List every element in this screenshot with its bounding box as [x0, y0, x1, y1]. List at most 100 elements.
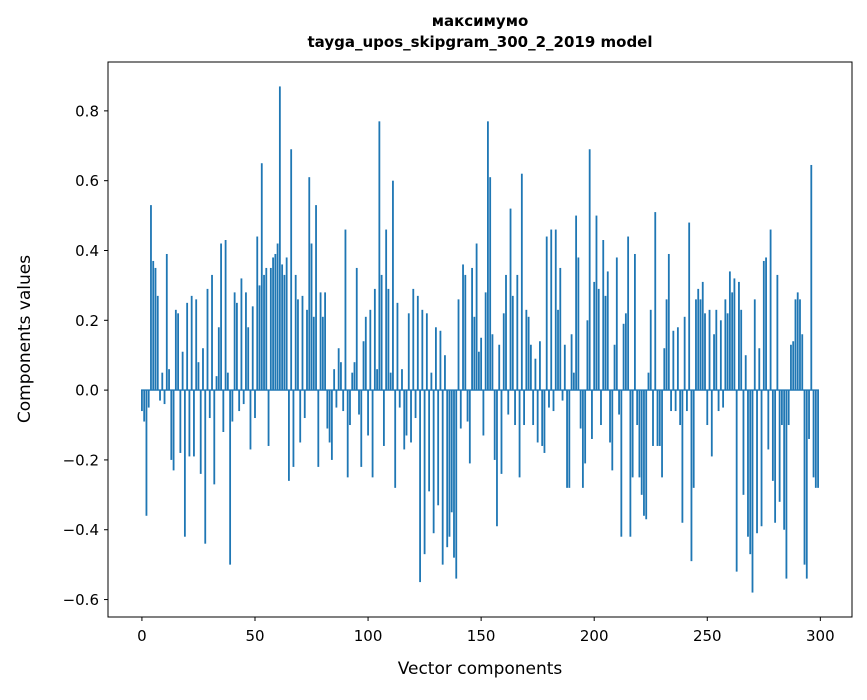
bar: [738, 281, 740, 391]
bar: [719, 320, 722, 391]
chart-title: максимумо: [432, 12, 529, 30]
bar: [457, 299, 460, 391]
bar: [548, 390, 550, 408]
bar: [523, 390, 525, 426]
bar: [606, 271, 609, 391]
bar: [570, 334, 573, 391]
bars-group: [141, 86, 819, 593]
plot-border: [107, 61, 853, 618]
bar: [475, 243, 478, 391]
bar: [749, 390, 752, 555]
bar: [489, 177, 492, 391]
y-axis-ticks: 0.8 0.6 0.4 0.2 0.0 −0.2 −0.4 −0.6: [63, 102, 108, 609]
bar: [319, 292, 322, 391]
bar: [294, 274, 297, 391]
bar: [188, 390, 191, 457]
bar: [744, 355, 747, 391]
bar: [423, 390, 426, 555]
bar: [242, 390, 245, 405]
bar: [724, 299, 727, 391]
bar: [722, 390, 725, 408]
bar: [794, 299, 797, 391]
bar: [330, 390, 333, 460]
bar: [292, 390, 295, 467]
bar: [627, 236, 630, 391]
bar: [672, 330, 675, 391]
bar: [817, 390, 819, 488]
bar: [211, 274, 213, 391]
y-tick-label: 0.0: [75, 382, 99, 400]
bar: [480, 337, 483, 391]
bar: [686, 390, 688, 412]
bar: [373, 288, 376, 391]
bar: [514, 390, 516, 426]
bar: [588, 149, 591, 391]
bar: [371, 390, 374, 478]
bar: [321, 316, 324, 391]
bar: [163, 390, 166, 405]
bar: [751, 390, 754, 593]
bar: [186, 302, 189, 391]
bar: [303, 390, 306, 419]
bar: [349, 390, 351, 426]
bar: [658, 390, 661, 446]
bar: [539, 341, 541, 391]
bar: [790, 344, 792, 391]
bar: [785, 390, 788, 579]
bar: [683, 316, 686, 391]
bar: [441, 390, 444, 565]
bar: [183, 390, 186, 537]
bar: [224, 240, 227, 391]
bar: [765, 257, 767, 391]
bar: [249, 390, 252, 450]
bar: [593, 281, 596, 391]
bar: [317, 390, 320, 467]
bar: [437, 390, 440, 506]
bar: [706, 390, 709, 426]
bar: [645, 390, 648, 520]
bar: [561, 390, 564, 401]
bar: [172, 390, 175, 471]
bar: [206, 288, 209, 391]
bar: [283, 274, 286, 391]
bar: [193, 390, 195, 457]
y-tick-label: −0.6: [63, 591, 99, 609]
bar: [545, 236, 548, 391]
bar: [159, 390, 161, 401]
bar: [450, 390, 453, 513]
bar: [378, 121, 381, 391]
bar: [396, 302, 399, 391]
bar: [285, 257, 288, 391]
bar: [665, 299, 668, 391]
bar: [342, 390, 345, 412]
bar: [260, 163, 263, 391]
bar: [179, 390, 182, 453]
bar: [735, 390, 738, 572]
bar: [652, 390, 654, 446]
bar: [462, 264, 464, 391]
bar: [534, 358, 537, 391]
x-tick-label: 200: [580, 627, 609, 645]
bar: [199, 390, 202, 474]
bar: [631, 390, 634, 478]
bar: [310, 243, 313, 391]
bar: [681, 390, 684, 523]
bar: [274, 253, 277, 391]
bar: [520, 173, 523, 391]
bar: [355, 267, 358, 391]
bar: [263, 274, 265, 391]
bar: [615, 257, 618, 391]
bar: [516, 274, 519, 391]
bar: [382, 390, 385, 446]
bar: [518, 390, 521, 478]
bar: [566, 390, 568, 488]
bar: [688, 222, 691, 391]
bar: [563, 344, 566, 391]
bar: [541, 390, 544, 446]
bar: [473, 316, 476, 391]
bar: [276, 243, 279, 391]
bar: [197, 362, 200, 391]
bar: [500, 390, 503, 474]
bar: [301, 295, 304, 391]
bar: [376, 369, 379, 391]
